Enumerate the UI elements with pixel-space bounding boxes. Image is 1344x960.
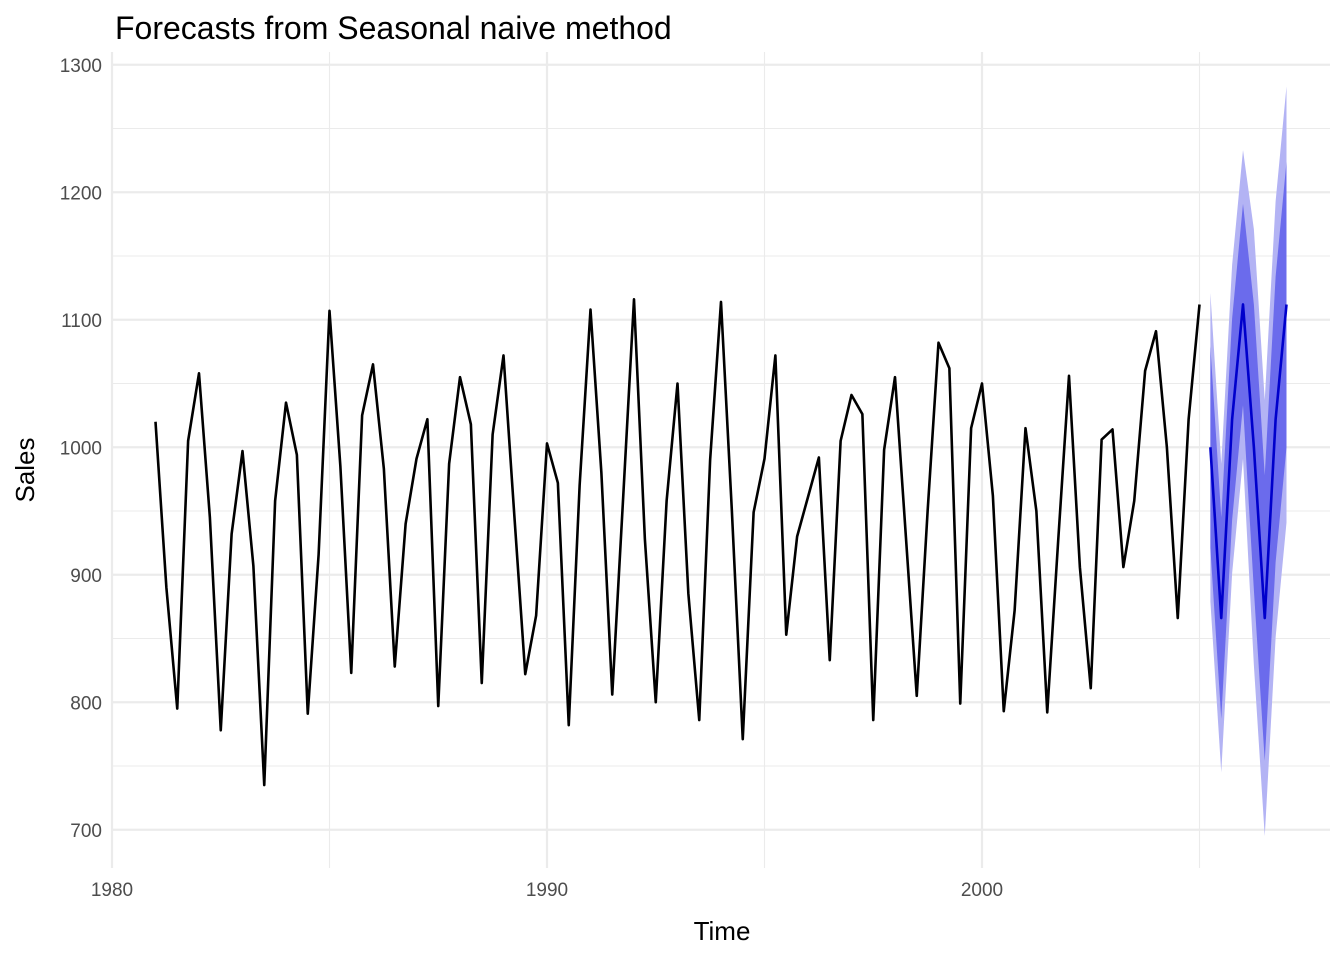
y-tick-label: 1300 <box>60 56 102 77</box>
y-tick-label: 1000 <box>60 438 102 459</box>
y-axis-title: Sales <box>10 437 40 502</box>
x-axis-tick-labels: 1980 1990 2000 <box>91 880 1003 901</box>
prediction-interval-80 <box>1210 161 1287 761</box>
minor-gridlines <box>112 52 1330 868</box>
series-lines <box>154 298 1288 787</box>
forecast-intervals <box>1210 86 1287 837</box>
x-tick-label: 2000 <box>961 880 1003 901</box>
y-tick-label: 1200 <box>60 183 102 204</box>
x-tick-label: 1980 <box>91 880 133 901</box>
y-tick-label: 1100 <box>61 311 102 332</box>
y-tick-label: 900 <box>70 566 102 587</box>
y-axis-tick-labels: 700 800 900 1000 1100 1200 1300 <box>60 56 102 842</box>
chart-title: Forecasts from Seasonal naive method <box>115 10 672 46</box>
observed-sales-line <box>154 298 1201 787</box>
x-tick-label: 1990 <box>526 880 568 901</box>
x-axis-title: Time <box>694 916 751 946</box>
y-tick-label: 800 <box>70 693 102 714</box>
y-tick-label: 700 <box>70 821 102 842</box>
forecast-line <box>1209 303 1288 620</box>
